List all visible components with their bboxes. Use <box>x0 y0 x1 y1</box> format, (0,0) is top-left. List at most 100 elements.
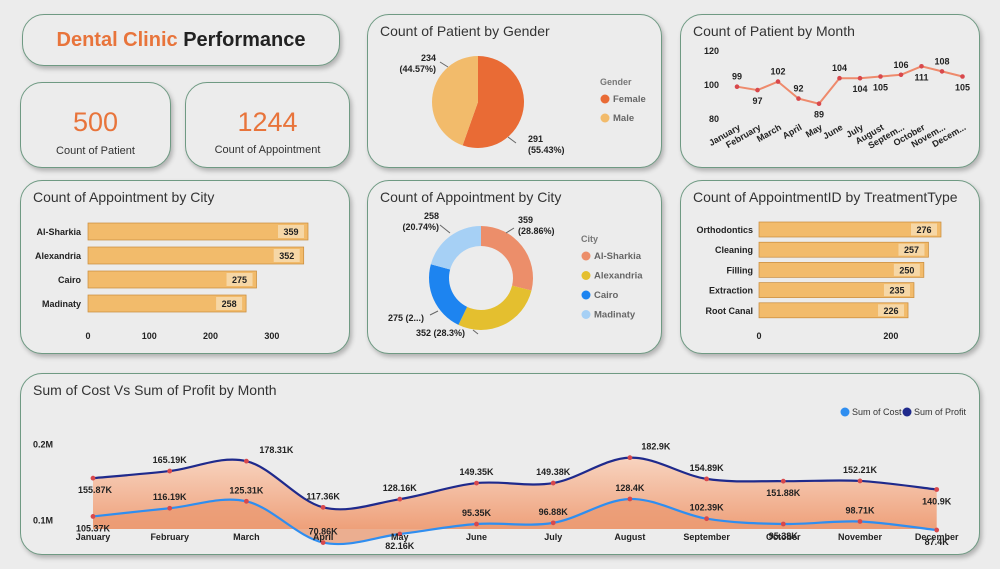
gender-legend-female: Female <box>613 94 646 105</box>
month-value-august: 105 <box>873 83 888 93</box>
gender-legend-marker-female <box>600 94 610 104</box>
cost-profit-chart: 0.2M 0.1M 155.87K 165.19K 178.31K 117.36K 128.… <box>33 407 967 551</box>
month-point-january <box>734 84 740 89</box>
donut-legend-al-sharkia: Al-Sharkia <box>594 251 642 262</box>
treatment-xtick-200: 200 <box>883 331 898 341</box>
treatment-value-bg-filling <box>893 263 920 276</box>
city-bar-value-alexandria: 352 <box>279 251 294 261</box>
month-point-august <box>878 74 883 79</box>
treatment-xtick-0: 0 <box>756 331 761 341</box>
city-bar-xtick-200: 200 <box>203 331 218 341</box>
month-point-decem <box>960 74 965 79</box>
city-bar-value-bg-madinaty <box>216 297 243 310</box>
profit-point-march <box>244 458 249 464</box>
kpi-patient-label: Count of Patient <box>56 145 135 157</box>
city-bar-label-cairo: Cairo <box>58 275 82 285</box>
treatment-value-bg-root-canal <box>878 304 905 317</box>
donut-legend-alexandria: Alexandria <box>594 271 643 282</box>
month-value-novem: 108 <box>934 56 949 66</box>
month-point-march <box>775 79 781 84</box>
profit-line <box>92 456 937 511</box>
profit-label-march: 178.31K <box>259 445 294 455</box>
profit-point-november <box>857 478 863 484</box>
profit-point-february <box>167 468 173 474</box>
month-value-may: 89 <box>814 110 824 120</box>
treatment-value-bg-orthodontics <box>911 223 937 236</box>
gender-label-female: 291 (55.43%) <box>528 134 565 155</box>
cost-point-november <box>857 519 863 524</box>
cp-xtick-august: August <box>614 532 645 542</box>
profit-label-june: 149.35K <box>459 467 494 477</box>
profit-label-september: 154.89K <box>690 463 725 473</box>
cost-label-december: 87.4K <box>925 537 950 547</box>
kpi-patient-value: 500 <box>72 107 119 137</box>
profit-label-november: 152.21K <box>843 465 878 475</box>
donut-legend-marker-alexandria <box>581 271 591 280</box>
donut-legend-marker-al-sharkia <box>581 251 591 261</box>
city-bar-label-alexandria: Alexandria <box>35 251 82 261</box>
cp-legend-marker-sum-of-cost <box>840 407 850 417</box>
cost-point-december <box>934 527 940 533</box>
cost-point-october <box>780 521 786 527</box>
city-bar-title: Count of Appointment by City <box>33 189 215 205</box>
profit-point-june <box>474 480 479 486</box>
profit-point-april <box>320 504 326 510</box>
month-value-march: 102 <box>770 67 785 77</box>
treatment-label-orthodontics: Orthodontics <box>697 225 754 235</box>
kpi-card-appointments: 1244 Count of Appointment <box>185 82 350 168</box>
cost-label-september: 102.39K <box>690 503 725 513</box>
profit-point-july <box>550 480 556 486</box>
profit-label-december: 140.9K <box>922 496 952 506</box>
donut-slice-al-sharkia <box>481 226 533 291</box>
month-point-april <box>796 96 801 101</box>
cost-point-february <box>167 505 173 511</box>
city-donut-title: Count of Appointment by City <box>380 189 562 205</box>
cost-point-april <box>320 540 326 545</box>
donut-legend-title: City <box>581 234 598 244</box>
month-point-june <box>837 75 842 81</box>
month-ytick-120: 120 <box>704 46 719 56</box>
donut-leader-madinaty <box>439 224 451 234</box>
city-bar-value-bg-alexandria <box>273 249 300 262</box>
gender-legend-marker-male <box>600 113 610 123</box>
gender-pie-title: Count of Patient by Gender <box>380 23 550 39</box>
city-bar-value-cairo: 275 <box>232 275 247 285</box>
treatment-bar-cleaning <box>758 241 929 258</box>
city-bar-value-madinaty: 258 <box>222 299 237 309</box>
profit-label-february: 165.19K <box>153 455 188 465</box>
month-value-april: 92 <box>793 84 803 94</box>
female-leader-line <box>507 136 517 144</box>
gender-pie-card: Count of Patient by Gender 291 (55.43%) 23… <box>367 14 662 168</box>
month-series-line <box>736 65 963 105</box>
profit-point-october <box>780 478 786 484</box>
title-accent: Dental Clinic <box>56 29 178 51</box>
city-bar-alexandria <box>87 246 305 265</box>
city-bar-al-sharkia <box>87 222 309 241</box>
treatment-bar-chart: Orthodontics 276 Cleaning 257 Filling 250 Extr… <box>697 221 942 341</box>
month-value-june: 104 <box>832 63 847 73</box>
profit-label-august: 182.9K <box>641 442 671 452</box>
cost-point-may <box>397 531 403 537</box>
treatment-bar-orthodontics <box>758 221 942 238</box>
cost-point-june <box>474 521 479 527</box>
month-point-septem <box>898 72 904 78</box>
treatment-bar-root-canal <box>758 302 909 319</box>
cp-xtick-february: February <box>150 532 189 542</box>
cp-xtick-september: September <box>683 532 730 542</box>
treatment-value-orthodontics: 276 <box>916 225 931 235</box>
cost-label-november: 98.71K <box>845 505 875 515</box>
cp-xtick-march: March <box>233 532 260 542</box>
title-rest: Performance <box>183 29 306 51</box>
city-bar-card: Count of Appointment by City Al-Sharkia 3… <box>20 180 350 354</box>
donut-label-al-sharkia: 359 (28.86%) <box>518 215 555 236</box>
month-xtick-april: April <box>781 122 804 141</box>
cost-label-january: 105.37K <box>76 523 111 533</box>
kpi-appointment-label: Count of Appointment <box>214 144 321 156</box>
month-line-title: Count of Patient by Month <box>693 23 855 39</box>
month-value-february: 97 <box>752 96 762 106</box>
profit-area <box>93 457 937 529</box>
profit-point-september <box>704 476 709 482</box>
treatment-label-filling: Filling <box>727 265 754 275</box>
month-value-july: 104 <box>852 84 867 94</box>
cp-xtick-december: December <box>915 532 959 542</box>
